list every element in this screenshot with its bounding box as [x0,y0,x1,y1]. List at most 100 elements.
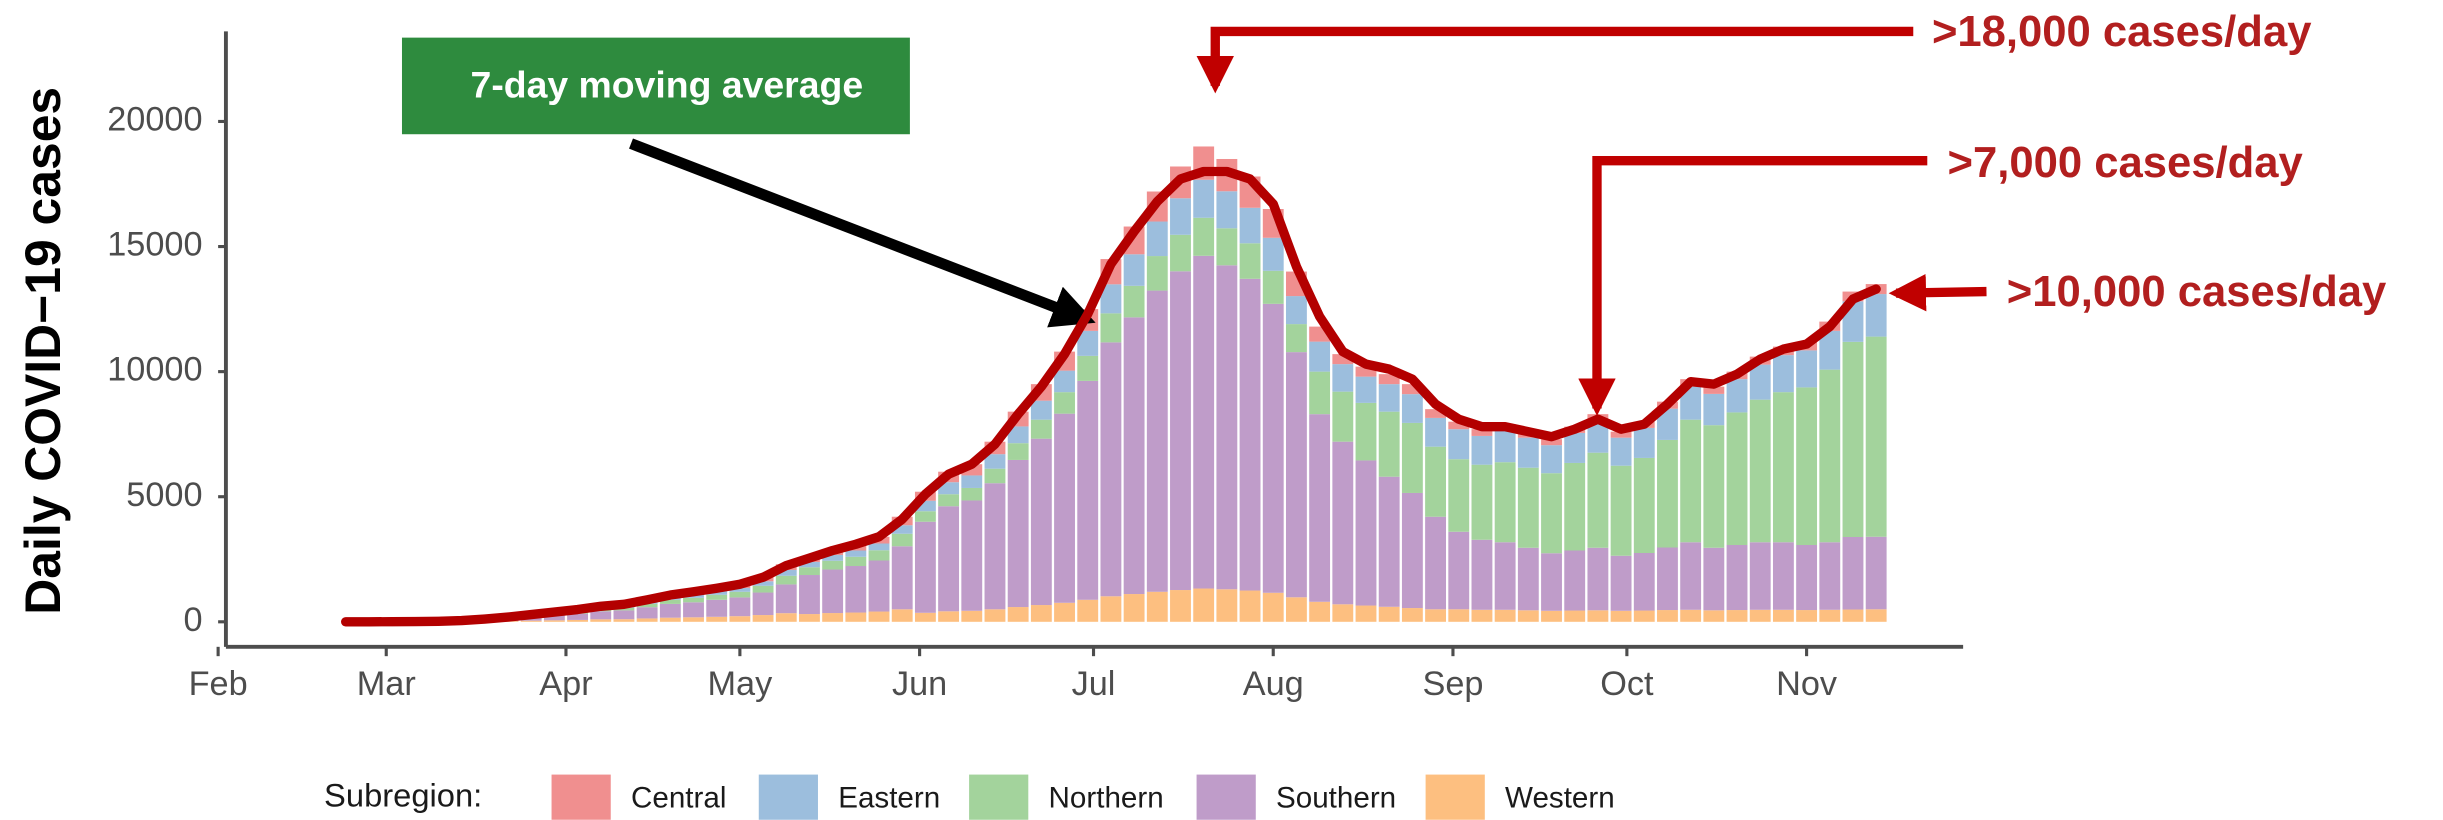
bar [752,592,774,616]
bar [1309,601,1331,622]
bar [1216,191,1238,229]
bar [1448,531,1470,610]
bar [1471,539,1493,610]
bar [1123,594,1145,622]
bar [543,620,565,622]
bar [1332,441,1354,605]
bar [891,525,913,534]
x-tick-label: Nov [1776,665,1838,703]
legend-label: Eastern [838,781,940,814]
annotation-box [401,37,910,135]
bar [1262,303,1284,593]
legend-label: Southern [1276,781,1396,814]
bar [1425,609,1447,622]
bar [1471,429,1493,436]
bar [659,617,681,622]
bar [1726,610,1748,622]
bar [1007,459,1029,608]
bar [1587,610,1609,622]
bar [1494,462,1516,543]
bar [1796,610,1818,622]
bar [1680,609,1702,622]
bar [636,607,658,619]
bar [1170,271,1191,591]
bar [1193,255,1215,589]
bar [1007,426,1029,444]
bar [1309,341,1331,372]
bar [1239,243,1261,279]
bar [1054,370,1075,393]
bar [1564,610,1586,622]
bar [1216,589,1238,622]
bar [1772,392,1794,543]
bar [1077,330,1099,356]
bar [590,619,612,622]
bar [1796,387,1818,546]
bar [1170,234,1191,272]
x-tick-label: Oct [1600,665,1654,703]
bar [1865,609,1887,622]
bar [1425,516,1447,610]
bar [938,482,960,495]
bar [1471,609,1493,622]
bar [1216,228,1238,266]
bar [1054,392,1075,414]
x-tick-label: May [708,665,774,703]
bar [1749,399,1771,543]
bar [799,575,820,615]
bar [706,616,728,622]
bar [775,613,797,622]
bar [1378,374,1400,385]
bar [1517,467,1539,548]
bar [961,475,983,488]
bar [914,612,936,622]
bar [1054,413,1075,603]
bar [1332,364,1354,392]
bar [1216,265,1238,590]
bar [961,610,983,622]
bar [799,614,820,622]
bar [543,615,565,621]
bar [822,555,844,561]
bar [1309,414,1331,602]
bar [659,599,681,604]
bar [1726,412,1748,546]
bar [729,591,751,598]
bar [683,597,704,603]
bar [961,464,983,476]
legend-label: Central [631,781,726,814]
bar [1819,542,1841,610]
bar [1007,607,1029,622]
bar [1633,457,1655,554]
x-tick-label: Jul [1072,665,1116,703]
bar [1819,609,1841,622]
bar [891,533,913,547]
bar [984,609,1006,622]
bar [938,611,960,622]
bar [1610,465,1632,556]
bar [1726,379,1748,413]
bar [775,570,797,576]
bar [1401,492,1423,609]
bar [1077,599,1099,622]
legend-swatch [969,774,1029,820]
bar [1355,605,1377,622]
bar [1633,610,1655,622]
x-tick-label: Mar [357,665,416,703]
bar [1193,588,1215,622]
bar [683,617,704,622]
bar [1401,422,1423,493]
bar [1355,402,1377,461]
bar [1517,547,1539,611]
bar [1193,179,1215,218]
bar [1541,610,1562,622]
bar [822,613,844,622]
bar [1564,462,1586,551]
bar [1842,609,1864,622]
bar [1146,256,1168,291]
bar [1726,545,1748,611]
y-tick-label: 20000 [107,101,202,139]
bar [1680,386,1702,420]
bar [961,487,983,501]
bar [1378,411,1400,477]
